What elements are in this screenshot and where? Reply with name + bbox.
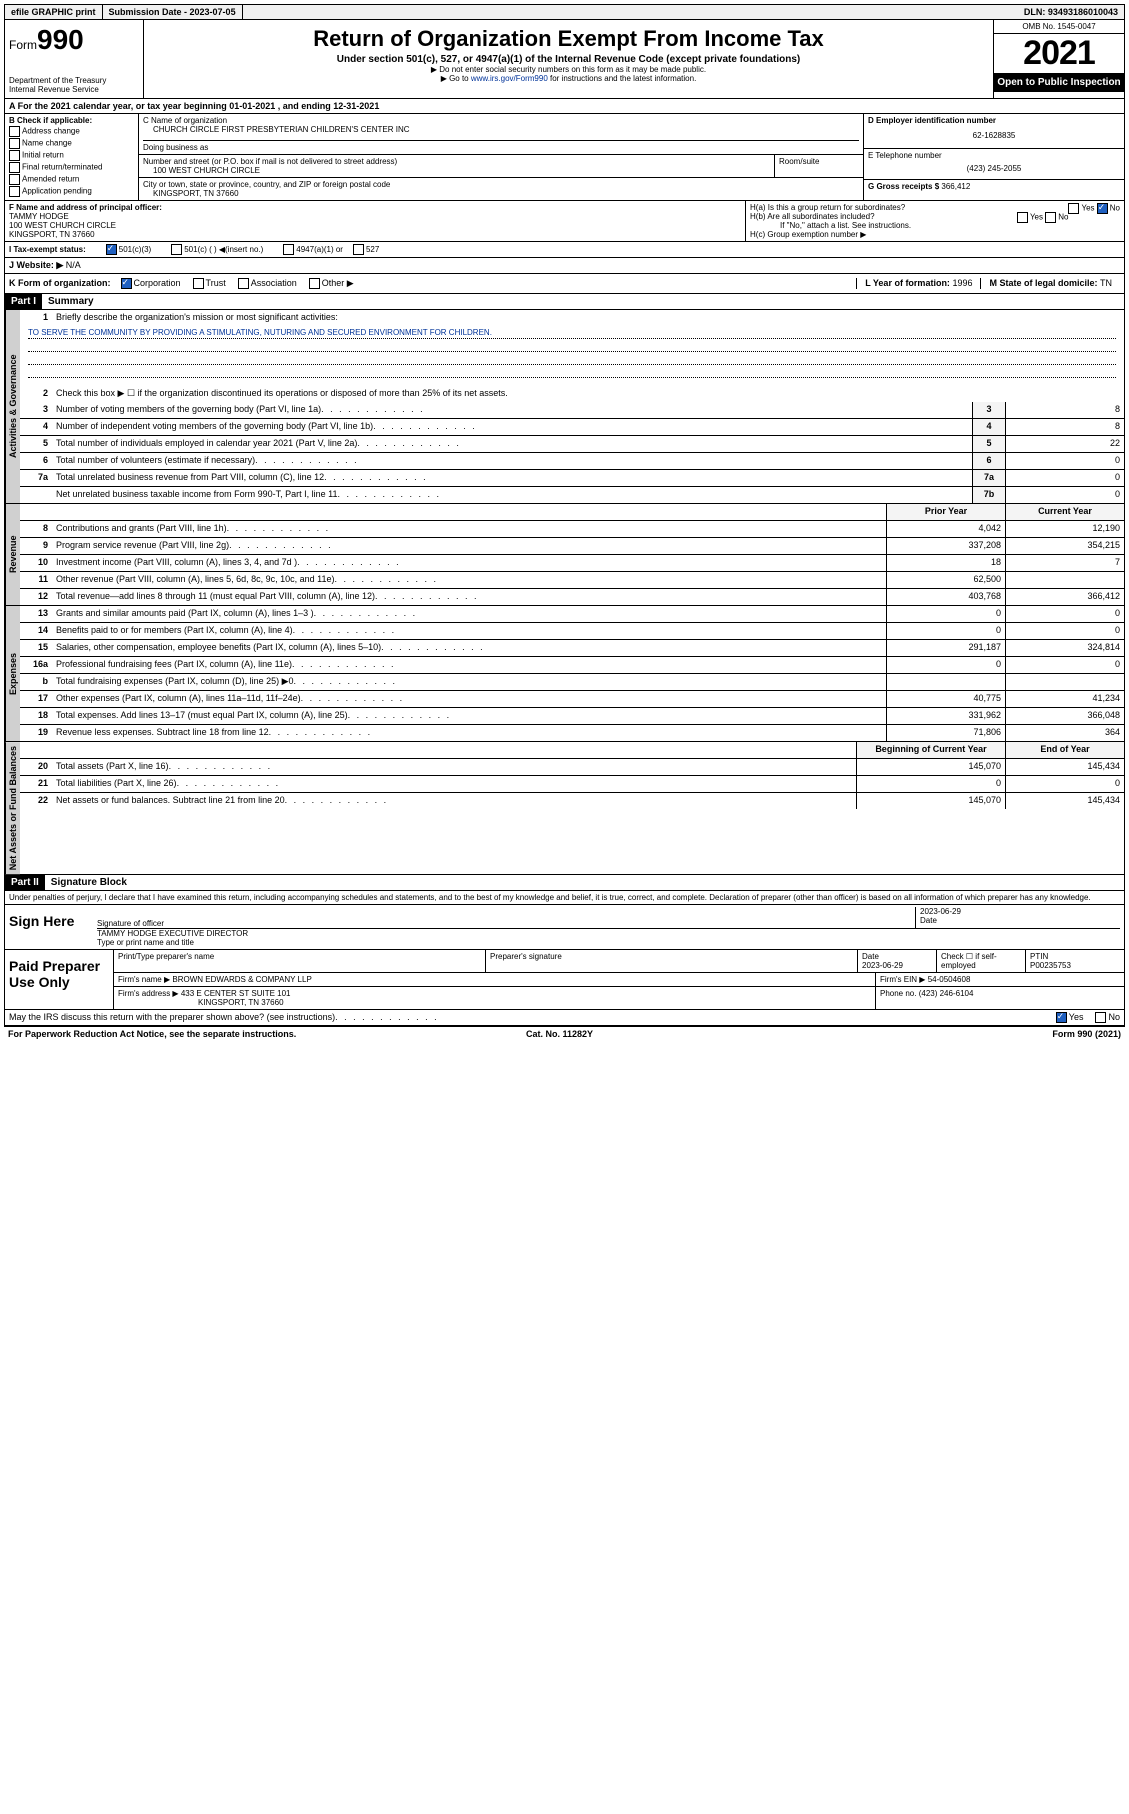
irs-label: Internal Revenue Service — [9, 85, 139, 94]
street: Number and street (or P.O. box if mail i… — [139, 155, 775, 177]
box-h: H(a) Is this a group return for subordin… — [746, 201, 1124, 241]
row-fh: F Name and address of principal officer:… — [4, 201, 1125, 242]
vtab-netassets: Net Assets or Fund Balances — [5, 742, 20, 874]
row-k: K Form of organization: Corporation Trus… — [4, 274, 1125, 294]
section-governance: Activities & Governance 1Briefly describ… — [4, 310, 1125, 504]
section-revenue: Revenue Prior YearCurrent Year 8Contribu… — [4, 504, 1125, 606]
line-5: 5Total number of individuals employed in… — [20, 436, 1124, 453]
open-inspection: Open to Public Inspection — [994, 73, 1124, 92]
line-13: 13Grants and similar amounts paid (Part … — [20, 606, 1124, 623]
box-f: F Name and address of principal officer:… — [5, 201, 746, 241]
discuss-row: May the IRS discuss this return with the… — [4, 1010, 1125, 1026]
phone: E Telephone number (423) 245-2055 — [864, 149, 1124, 180]
line-7b: Net unrelated business taxable income fr… — [20, 487, 1124, 503]
sign-here: Sign Here Signature of officer 2023-06-2… — [4, 905, 1125, 950]
paid-preparer: Paid Preparer Use Only Print/Type prepar… — [4, 950, 1125, 1010]
section-netassets: Net Assets or Fund Balances Beginning of… — [4, 742, 1125, 875]
mission-link[interactable]: TO SERVE THE COMMUNITY BY PROVIDING A ST… — [28, 328, 492, 337]
line-19: 19Revenue less expenses. Subtract line 1… — [20, 725, 1124, 741]
line-b: bTotal fundraising expenses (Part IX, co… — [20, 674, 1124, 691]
line-17: 17Other expenses (Part IX, column (A), l… — [20, 691, 1124, 708]
part1-header: Part ISummary — [4, 294, 1125, 310]
form-header: Form990 Department of the Treasury Inter… — [4, 20, 1125, 99]
vtab-governance: Activities & Governance — [5, 310, 20, 503]
line-22: 22Net assets or fund balances. Subtract … — [20, 793, 1124, 809]
vtab-expenses: Expenses — [5, 606, 20, 741]
line-10: 10Investment income (Part VIII, column (… — [20, 555, 1124, 572]
section-expenses: Expenses 13Grants and similar amounts pa… — [4, 606, 1125, 742]
line-20: 20Total assets (Part X, line 16)145,0701… — [20, 759, 1124, 776]
page-footer: For Paperwork Reduction Act Notice, see … — [4, 1026, 1125, 1041]
dln: DLN: 93493186010043 — [1018, 5, 1124, 19]
part2-header: Part IISignature Block — [4, 875, 1125, 891]
efile-btn[interactable]: efile GRAPHIC print — [5, 5, 103, 19]
line-7a: 7aTotal unrelated business revenue from … — [20, 470, 1124, 487]
vtab-revenue: Revenue — [5, 504, 20, 605]
line-14: 14Benefits paid to or for members (Part … — [20, 623, 1124, 640]
dept-label: Department of the Treasury — [9, 76, 139, 85]
line-15: 15Salaries, other compensation, employee… — [20, 640, 1124, 657]
org-name: C Name of organization CHURCH CIRCLE FIR… — [139, 114, 863, 154]
form-title: Return of Organization Exempt From Incom… — [148, 26, 989, 52]
submission-date: Submission Date - 2023-07-05 — [103, 5, 243, 19]
line-9: 9Program service revenue (Part VIII, lin… — [20, 538, 1124, 555]
sig-declaration: Under penalties of perjury, I declare th… — [4, 891, 1125, 905]
line-8: 8Contributions and grants (Part VIII, li… — [20, 521, 1124, 538]
top-bar: efile GRAPHIC print Submission Date - 20… — [4, 4, 1125, 20]
line-3: 3Number of voting members of the governi… — [20, 402, 1124, 419]
line-6: 6Total number of volunteers (estimate if… — [20, 453, 1124, 470]
omb-number: OMB No. 1545-0047 — [994, 20, 1124, 34]
row-a-period: A For the 2021 calendar year, or tax yea… — [4, 99, 1125, 114]
line-21: 21Total liabilities (Part X, line 26)00 — [20, 776, 1124, 793]
form-number: Form990 — [9, 24, 139, 56]
gross-receipts: G Gross receipts $ 366,412 — [864, 180, 1124, 193]
line-11: 11Other revenue (Part VIII, column (A), … — [20, 572, 1124, 589]
note-link: ▶ Go to www.irs.gov/Form990 for instruct… — [148, 74, 989, 83]
irs-link[interactable]: www.irs.gov/Form990 — [471, 74, 548, 83]
identity-block: B Check if applicable: Address change Na… — [4, 114, 1125, 201]
tax-year: 2021 — [994, 34, 1124, 73]
form-subtitle: Under section 501(c), 527, or 4947(a)(1)… — [148, 54, 989, 65]
note-ssn: ▶ Do not enter social security numbers o… — [148, 65, 989, 74]
room: Room/suite — [775, 155, 863, 177]
line-16a: 16aProfessional fundraising fees (Part I… — [20, 657, 1124, 674]
ein: D Employer identification number 62-1628… — [864, 114, 1124, 149]
box-b: B Check if applicable: Address change Na… — [5, 114, 139, 200]
row-j: J Website: ▶ N/A — [4, 258, 1125, 274]
row-i: I Tax-exempt status: 501(c)(3) 501(c) ( … — [4, 242, 1125, 258]
line-18: 18Total expenses. Add lines 13–17 (must … — [20, 708, 1124, 725]
line-4: 4Number of independent voting members of… — [20, 419, 1124, 436]
city: City or town, state or province, country… — [139, 178, 863, 200]
line-12: 12Total revenue—add lines 8 through 11 (… — [20, 589, 1124, 605]
